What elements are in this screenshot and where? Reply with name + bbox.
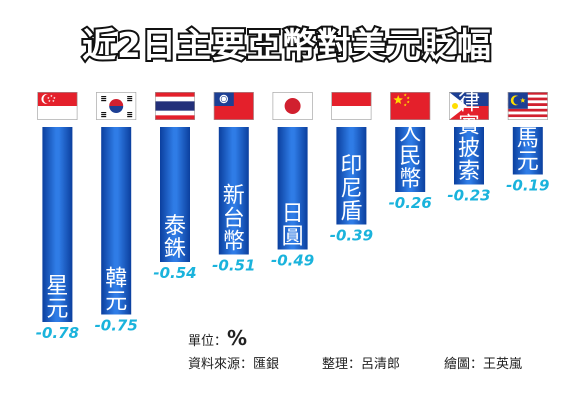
unit-caption: 單位：% [188, 326, 247, 350]
value-label: -0.39 [330, 227, 373, 245]
bar [42, 127, 73, 322]
editor-note: 整理：呂清郎 [322, 357, 400, 372]
value-label: -0.19 [506, 177, 549, 195]
value-labels: -0.78 -0.75 -0.54 -0.51 -0.49 -0.39 -0.26 -0.23… [36, 177, 550, 343]
value-label: -0.49 [271, 252, 314, 270]
value-label: -0.54 [153, 264, 196, 282]
unit-label: 單位： [188, 334, 227, 349]
category-label: 新台幣 [223, 184, 245, 255]
category-label: 日圓 [282, 202, 304, 250]
singapore-flag-icon [37, 92, 78, 120]
category-label: 印尼盾 [340, 154, 362, 225]
china-flag-icon [390, 92, 431, 120]
philippines-flag-icon [449, 92, 490, 120]
indonesia-flag-icon [331, 92, 372, 120]
japan-flag-icon [272, 92, 313, 120]
category-label: 人民幣 [399, 121, 421, 192]
bar-group [42, 127, 543, 322]
value-label: -0.75 [95, 317, 138, 335]
source-note: 資料來源：匯銀 [188, 357, 279, 372]
thailand-flag-icon [155, 92, 196, 120]
bar [512, 127, 543, 175]
korea-flag-icon [96, 92, 137, 120]
bar [395, 127, 426, 192]
category-label: 星元 [46, 274, 68, 322]
bar [277, 127, 308, 250]
value-label: -0.26 [389, 194, 432, 212]
malaysia-flag-icon [507, 92, 548, 120]
illustrator-note: 繪圖：王英嵐 [444, 356, 522, 372]
taiwan-flag-icon [213, 92, 254, 120]
category-label: 馬元 [517, 127, 539, 175]
value-label: -0.51 [212, 257, 255, 275]
bar [101, 127, 132, 315]
bar [160, 127, 190, 262]
flag-row [37, 92, 548, 120]
bar [218, 127, 249, 255]
value-label: -0.23 [447, 187, 490, 205]
category-label: 韓元 [105, 267, 127, 315]
unit-value: % [227, 326, 247, 350]
bar [336, 127, 367, 225]
category-label: 泰銖 [164, 214, 186, 262]
value-label: -0.78 [36, 324, 79, 342]
category-label: 菲律賓披索 [458, 68, 480, 185]
chart-title: 近2日主要亞幣對美元貶幅 [82, 26, 492, 66]
bar [454, 127, 484, 185]
